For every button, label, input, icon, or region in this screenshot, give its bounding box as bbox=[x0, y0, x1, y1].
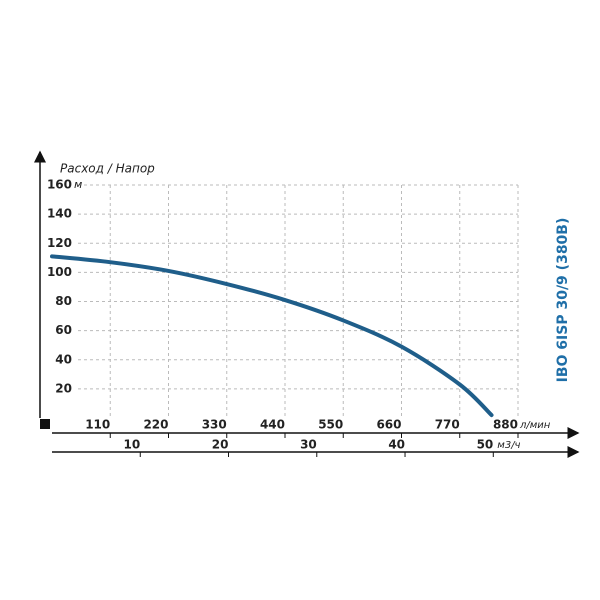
x2-tick-label: 30 bbox=[300, 438, 317, 452]
x2-tick-label: 10 bbox=[124, 438, 141, 452]
y-tick-label: 80 bbox=[55, 294, 72, 308]
x-tick-label: 440 bbox=[260, 418, 285, 432]
y-tick-label: 120 bbox=[47, 236, 72, 250]
x-unit: л/мин bbox=[519, 420, 551, 431]
subtitle: Расход / Напор bbox=[60, 162, 155, 176]
x-tick-label: 880 bbox=[493, 418, 518, 432]
x2-tick-label: 40 bbox=[388, 438, 405, 452]
y-tick-label: 60 bbox=[55, 323, 72, 337]
x2-tick-label: 50 bbox=[477, 438, 494, 452]
y-tick-label: 40 bbox=[55, 352, 72, 366]
y-tick-label: 100 bbox=[47, 265, 72, 279]
curve bbox=[50, 254, 494, 418]
y-tick-label: 20 bbox=[55, 381, 72, 395]
x-tick-label: 770 bbox=[435, 418, 460, 432]
y-tick-label: 160 bbox=[47, 178, 72, 192]
x-tick-label: 660 bbox=[376, 418, 401, 432]
x2-tick-label: 20 bbox=[212, 438, 229, 452]
chart-title: IBO 6ISP 30/9 (380В) bbox=[555, 218, 571, 383]
y-unit: м bbox=[74, 178, 82, 191]
x-tick-label: 330 bbox=[202, 418, 227, 432]
x-tick-label: 220 bbox=[143, 418, 168, 432]
x-tick-label: 110 bbox=[85, 418, 110, 432]
origin-square bbox=[40, 419, 50, 429]
y-tick-label: 140 bbox=[47, 207, 72, 221]
x2-unit: м3/ч bbox=[497, 440, 520, 451]
x-tick-label: 550 bbox=[318, 418, 343, 432]
